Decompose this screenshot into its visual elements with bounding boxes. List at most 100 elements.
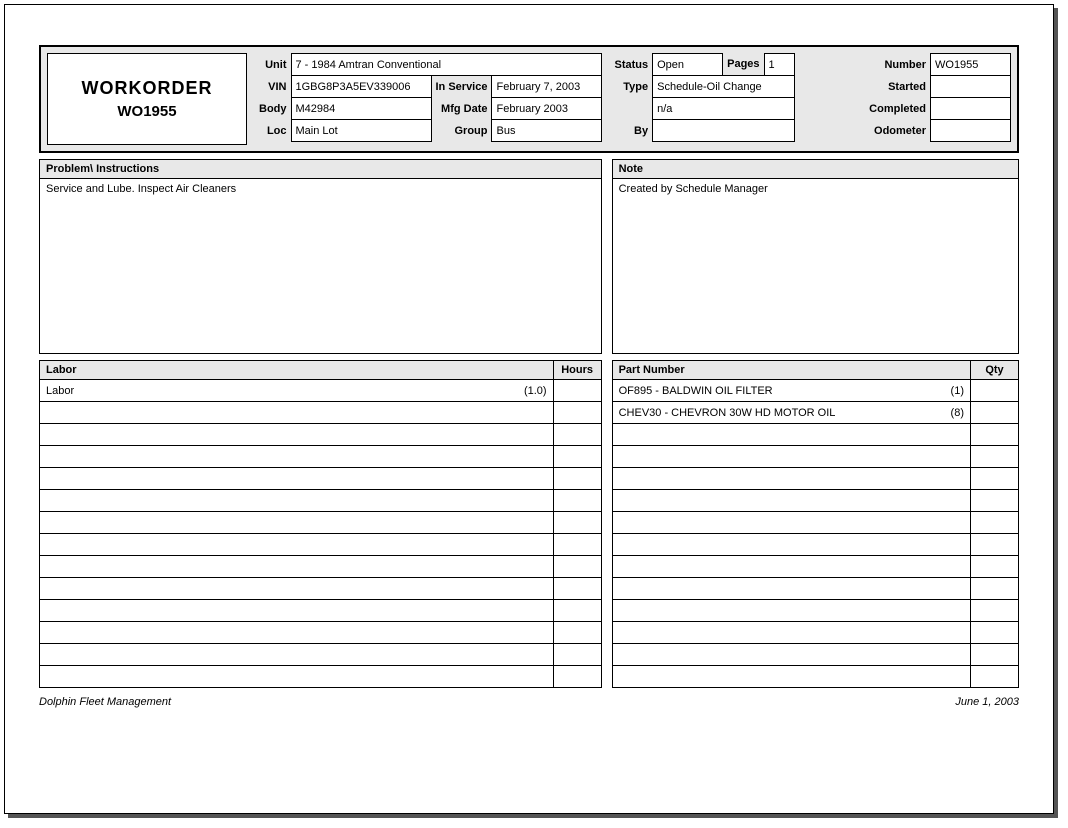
type-label: Type (610, 76, 652, 98)
part-qty-cell (971, 622, 1019, 644)
part-count: (8) (951, 407, 964, 419)
part-desc-cell (612, 534, 970, 556)
title-box: WORKORDER WO1955 (47, 53, 247, 145)
labor-desc: Labor (46, 385, 74, 397)
part-row (612, 556, 1018, 578)
labor-desc-cell (40, 644, 554, 666)
started-value (931, 76, 1011, 98)
part-qty-cell (971, 468, 1019, 490)
labor-row (40, 666, 602, 688)
labor-desc-cell (40, 424, 554, 446)
labor-desc-cell (40, 402, 554, 424)
labor-row (40, 644, 602, 666)
part-desc: OF895 - BALDWIN OIL FILTER (619, 385, 773, 397)
part-desc-cell (612, 446, 970, 468)
labor-desc-cell (40, 666, 554, 688)
parts-table: Part Number Qty OF895 - BALDWIN OIL FILT… (612, 360, 1019, 688)
part-desc-cell (612, 490, 970, 512)
labor-hours-cell (553, 622, 601, 644)
labor-hours-cell (553, 512, 601, 534)
part-row (612, 424, 1018, 446)
qty-col-header: Qty (971, 361, 1019, 380)
labor-col-header: Labor (40, 361, 554, 380)
part-row (612, 490, 1018, 512)
labor-row (40, 402, 602, 424)
part-row (612, 468, 1018, 490)
labor-hours-cell (553, 644, 601, 666)
workorder-number: WO1955 (48, 103, 246, 120)
number-value: WO1955 (931, 54, 1011, 76)
note-text: Created by Schedule Manager (612, 179, 1019, 354)
vin-value: 1GBG8P3A5EV339006 (291, 76, 431, 98)
labor-hours-cell (553, 578, 601, 600)
type-value: Schedule-Oil Change (653, 76, 794, 98)
labor-hours-cell (553, 380, 601, 402)
loc-label: Loc (255, 120, 291, 142)
part-row: CHEV30 - CHEVRON 30W HD MOTOR OIL (8) (612, 402, 1018, 424)
labor-desc-cell (40, 512, 554, 534)
status-label: Status (610, 54, 652, 76)
pages-value: 1 (764, 54, 794, 76)
labor-hours-cell (553, 666, 601, 688)
footer-left: Dolphin Fleet Management (39, 696, 171, 708)
unit-label: Unit (255, 54, 291, 76)
by-label: By (610, 120, 652, 142)
page-footer: Dolphin Fleet Management June 1, 2003 (39, 696, 1019, 708)
labor-row (40, 490, 602, 512)
problem-text: Service and Lube. Inspect Air Cleaners (39, 179, 602, 354)
part-col-header: Part Number (612, 361, 970, 380)
group-value: Bus (492, 120, 602, 142)
type2-label (610, 98, 652, 120)
labor-count: (1.0) (524, 385, 547, 397)
odometer-label: Odometer (865, 120, 930, 142)
mfgdate-label: Mfg Date (431, 98, 492, 120)
problem-note-row: Problem\ Instructions Service and Lube. … (39, 159, 1019, 354)
hours-col-header: Hours (553, 361, 601, 380)
labor-hours-cell (553, 556, 601, 578)
labor-row (40, 424, 602, 446)
labor-desc-cell (40, 578, 554, 600)
labor-hours-cell (553, 446, 601, 468)
labor-row (40, 622, 602, 644)
number-label: Number (865, 54, 930, 76)
labor-row (40, 600, 602, 622)
labor-row (40, 468, 602, 490)
labor-parts-row: Labor Hours Labor (1.0) Part Number Qty O… (39, 360, 1019, 688)
mfgdate-value: February 2003 (492, 98, 602, 120)
part-desc: CHEV30 - CHEVRON 30W HD MOTOR OIL (619, 407, 836, 419)
part-qty-cell (971, 600, 1019, 622)
type2-value: n/a (653, 98, 794, 120)
completed-value (931, 98, 1011, 120)
labor-desc-cell (40, 446, 554, 468)
inservice-label: In Service (431, 76, 492, 98)
labor-desc-cell (40, 468, 554, 490)
page: WORKORDER WO1955 Unit 7 - 1984 Amtran Co… (4, 4, 1054, 814)
body-value: M42984 (291, 98, 431, 120)
part-count: (1) (951, 385, 964, 397)
labor-row (40, 512, 602, 534)
part-row (612, 578, 1018, 600)
part-qty-cell (971, 380, 1019, 402)
completed-label: Completed (865, 98, 930, 120)
part-desc-cell (612, 622, 970, 644)
part-row (612, 644, 1018, 666)
part-desc-cell (612, 556, 970, 578)
note-header: Note (612, 159, 1019, 179)
loc-value: Main Lot (291, 120, 431, 142)
part-desc-cell: CHEV30 - CHEVRON 30W HD MOTOR OIL (8) (612, 402, 970, 424)
by-value (653, 120, 794, 142)
labor-desc-cell (40, 534, 554, 556)
footer-right: June 1, 2003 (955, 696, 1019, 708)
labor-row (40, 534, 602, 556)
labor-hours-cell (553, 468, 601, 490)
labor-hours-cell (553, 402, 601, 424)
part-desc-cell (612, 424, 970, 446)
part-row (612, 622, 1018, 644)
unit-value: 7 - 1984 Amtran Conventional (291, 54, 602, 76)
labor-desc-cell (40, 556, 554, 578)
started-label: Started (865, 76, 930, 98)
labor-hours-cell (553, 424, 601, 446)
inservice-value: February 7, 2003 (492, 76, 602, 98)
pages-label: Pages (723, 54, 764, 76)
part-desc-cell (612, 512, 970, 534)
